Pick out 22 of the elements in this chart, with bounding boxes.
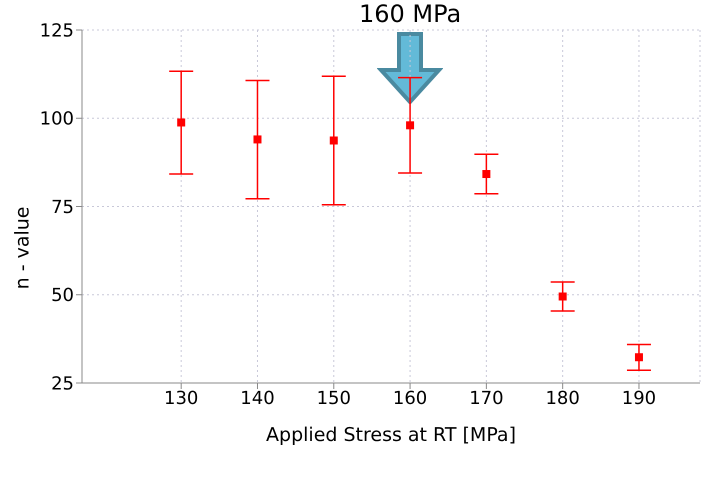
x-tick-label: 160: [392, 388, 428, 409]
point: [330, 136, 338, 144]
x-tick-label: 170: [469, 388, 504, 409]
x-tick-label: 180: [545, 388, 580, 409]
y-tick-label: 100: [40, 108, 74, 130]
y-tick-label: 75: [51, 196, 74, 218]
x-tick-label: 150: [316, 388, 351, 409]
x-tick-label: 190: [622, 388, 656, 409]
x-tick-label: 130: [164, 388, 198, 409]
x-tick-label: 140: [240, 388, 275, 409]
y-tick-label: 25: [51, 373, 74, 394]
text: 160 MPa: [358, 0, 462, 28]
point: [406, 121, 414, 130]
y-axis-title: n - value: [12, 206, 34, 290]
point: [634, 353, 643, 362]
y-tick-label: 50: [51, 285, 74, 306]
point: [558, 292, 567, 301]
x-axis-title: Applied Stress at RT [MPa]: [266, 424, 516, 446]
point: [482, 170, 490, 178]
point: [253, 135, 262, 144]
y-tick-label: 125: [40, 20, 74, 42]
point: [177, 118, 186, 126]
